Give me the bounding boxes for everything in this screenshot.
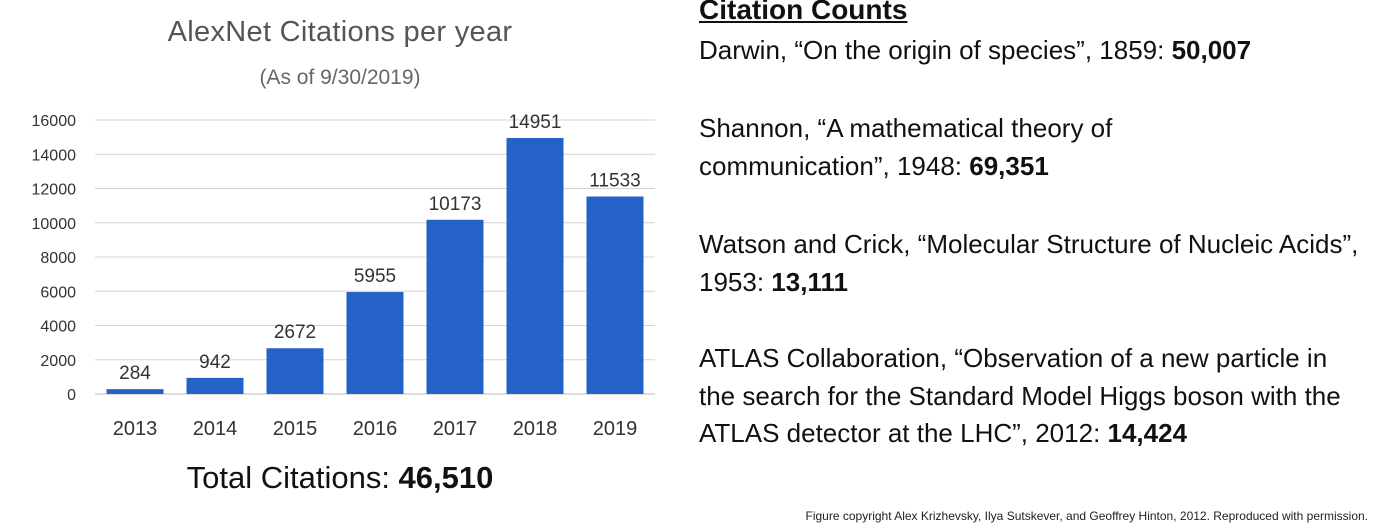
x-tick-label: 2018 bbox=[513, 418, 558, 440]
data-label: 14951 bbox=[509, 112, 562, 133]
citation-entry-count: 50,007 bbox=[1171, 35, 1252, 65]
citation-entry-text: ATLAS Collaboration, “Observation of a n… bbox=[699, 343, 1341, 448]
citation-entry-text: Darwin, “On the origin of species”, 1859… bbox=[699, 35, 1172, 65]
citation-entry-atlas: ATLAS Collaboration, “Observation of a n… bbox=[699, 340, 1369, 453]
citation-entry-shannon: Shannon, “A mathematical theory of commu… bbox=[699, 110, 1259, 185]
bar bbox=[586, 196, 644, 394]
total-label: Total Citations: bbox=[186, 460, 399, 495]
y-tick-label: 0 bbox=[67, 387, 76, 404]
citation-entry-text: Watson and Crick, “Molecular Structure o… bbox=[699, 229, 1359, 297]
chart-panel: AlexNet Citations per year (As of 9/30/2… bbox=[0, 0, 680, 530]
y-tick-label: 14000 bbox=[32, 147, 77, 164]
y-tick-label: 6000 bbox=[40, 284, 76, 301]
data-label: 5955 bbox=[354, 266, 396, 287]
total-value: 46,510 bbox=[398, 460, 494, 495]
chart-title: AlexNet Citations per year bbox=[167, 16, 513, 48]
figure-copyright: Figure copyright Alex Krizhevsky, Ilya S… bbox=[805, 509, 1369, 523]
y-tick-label: 8000 bbox=[40, 250, 76, 267]
y-tick-label: 2000 bbox=[40, 353, 76, 370]
y-tick-label: 12000 bbox=[32, 182, 77, 199]
bar bbox=[506, 137, 564, 395]
x-tick-label: 2014 bbox=[193, 418, 238, 440]
data-label: 2672 bbox=[274, 322, 316, 343]
citation-entry-count: 14,424 bbox=[1107, 418, 1188, 448]
citation-counts-heading: Citation Counts bbox=[699, 0, 908, 25]
x-tick-label: 2019 bbox=[593, 418, 638, 440]
citation-entry-count: 69,351 bbox=[969, 150, 1049, 181]
data-label: 10173 bbox=[429, 194, 482, 215]
bar bbox=[106, 389, 164, 394]
citation-entry-darwin: Darwin, “On the origin of species”, 1859… bbox=[699, 32, 1369, 70]
x-tick-label: 2017 bbox=[433, 418, 478, 440]
data-label: 284 bbox=[119, 363, 151, 384]
chart-subtitle: (As of 9/30/2019) bbox=[259, 66, 421, 89]
y-tick-label: 16000 bbox=[32, 113, 77, 130]
x-tick-label: 2013 bbox=[113, 418, 158, 440]
data-label: 942 bbox=[199, 352, 231, 373]
bar bbox=[266, 348, 324, 394]
bar bbox=[346, 292, 404, 394]
bar bbox=[186, 377, 244, 394]
x-tick-label: 2015 bbox=[273, 418, 318, 440]
bar bbox=[426, 219, 484, 394]
x-tick-label: 2016 bbox=[353, 418, 398, 440]
bar-chart: 0 2000 4000 6000 8000 10000 12000 14000 16000 284… bbox=[32, 112, 655, 440]
citation-entry-count: 13,111 bbox=[771, 266, 848, 297]
y-tick-label: 10000 bbox=[32, 216, 77, 233]
data-label: 11533 bbox=[589, 170, 640, 191]
total-citations: Total Citations: 46,510 bbox=[0, 460, 680, 496]
y-tick-label: 4000 bbox=[40, 319, 76, 336]
citation-entry-text: Shannon, “A mathematical theory of commu… bbox=[699, 113, 1113, 181]
citation-entry-watson-crick: Watson and Crick, “Molecular Structure o… bbox=[699, 226, 1369, 301]
